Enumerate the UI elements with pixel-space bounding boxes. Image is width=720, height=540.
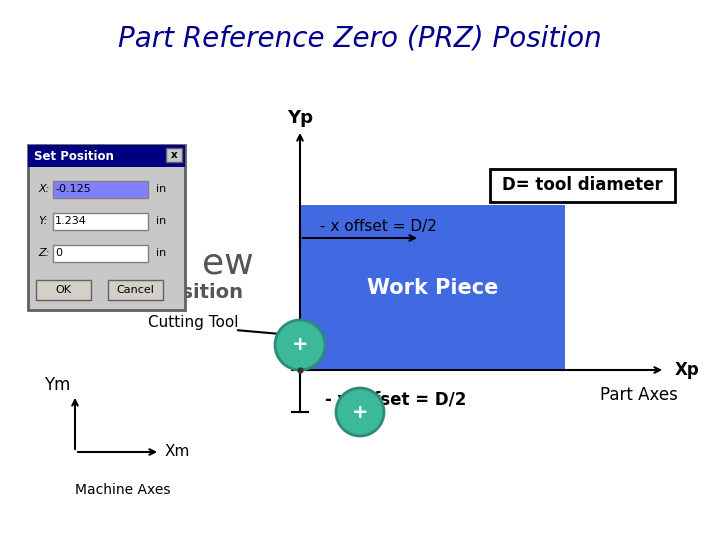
Bar xyxy=(53,245,148,262)
Text: +: + xyxy=(292,335,308,354)
Text: Ym: Ym xyxy=(44,376,70,394)
Text: Yp: Yp xyxy=(287,109,313,127)
Bar xyxy=(28,145,185,167)
Text: ew: ew xyxy=(202,246,253,280)
Text: D= tool diameter: D= tool diameter xyxy=(502,176,663,194)
Text: 0: 0 xyxy=(55,248,62,259)
Text: x: x xyxy=(171,150,177,160)
Bar xyxy=(36,280,91,300)
Text: in: in xyxy=(156,185,166,194)
Text: -0.125: -0.125 xyxy=(55,185,91,194)
Circle shape xyxy=(336,388,384,436)
Text: OK: OK xyxy=(55,285,71,295)
Text: in: in xyxy=(156,248,166,259)
Bar xyxy=(53,181,148,198)
Text: osition: osition xyxy=(168,282,243,301)
Text: Part Axes: Part Axes xyxy=(600,386,678,404)
Text: Xp: Xp xyxy=(675,361,700,379)
Text: - x offset = D/2: - x offset = D/2 xyxy=(320,219,437,233)
Bar xyxy=(108,280,163,300)
Text: Work Piece: Work Piece xyxy=(366,278,498,298)
Text: +: + xyxy=(352,402,368,422)
Bar xyxy=(300,205,565,370)
Text: - y offset = D/2: - y offset = D/2 xyxy=(325,391,467,409)
Text: Cancel: Cancel xyxy=(117,285,154,295)
Bar xyxy=(53,213,148,230)
Text: Xm: Xm xyxy=(165,444,190,460)
Text: Part Reference Zero (PRZ) Position: Part Reference Zero (PRZ) Position xyxy=(118,24,602,52)
Bar xyxy=(490,168,675,201)
Text: Y:: Y: xyxy=(38,217,48,226)
Text: Set Position: Set Position xyxy=(34,150,114,163)
Circle shape xyxy=(275,320,325,370)
Text: in: in xyxy=(156,217,166,226)
Text: Machine Axes: Machine Axes xyxy=(75,483,171,497)
Text: X:: X: xyxy=(38,185,50,194)
Bar xyxy=(28,145,185,310)
Text: 1.234: 1.234 xyxy=(55,217,87,226)
Text: Z:: Z: xyxy=(38,248,50,259)
Bar xyxy=(166,148,182,162)
Text: Cutting Tool: Cutting Tool xyxy=(148,314,238,329)
